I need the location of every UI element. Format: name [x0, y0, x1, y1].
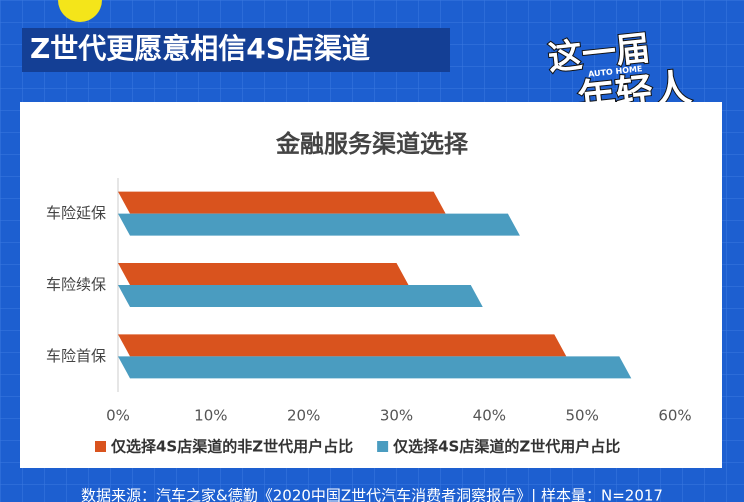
- title-bg: [22, 28, 450, 72]
- bar: [118, 356, 632, 379]
- bar: [118, 285, 483, 307]
- source-note: 数据来源：汽车之家&德勤《2020中国Z世代汽车消费者洞察报告》| 样本量：N=…: [81, 487, 663, 502]
- legend-swatch: [95, 441, 106, 452]
- y-tick-label: 车险续保: [46, 276, 106, 294]
- bar: [118, 191, 446, 214]
- legend-label: 仅选择4S店渠道的Z世代用户占比: [392, 438, 620, 456]
- x-tick-label: 50%: [565, 407, 598, 425]
- x-tick-label: 0%: [106, 407, 130, 425]
- page-title: Z世代更愿意相信4S店渠道: [30, 32, 370, 65]
- decor-circle: [58, 0, 102, 22]
- bar: [118, 213, 520, 236]
- legend-label: 仅选择4S店渠道的非Z世代用户占比: [110, 438, 353, 456]
- x-tick-label: 60%: [658, 407, 691, 425]
- y-tick-label: 车险延保: [46, 204, 106, 222]
- bar: [118, 263, 409, 285]
- y-tick-label: 车险首保: [46, 347, 106, 365]
- chart-title: 金融服务渠道选择: [275, 130, 469, 158]
- x-tick-label: 10%: [194, 407, 227, 425]
- legend-swatch: [377, 441, 389, 452]
- x-tick-label: 30%: [380, 407, 413, 425]
- x-tick-label: 40%: [473, 407, 506, 425]
- x-tick-label: 20%: [287, 407, 320, 425]
- bar: [118, 334, 567, 357]
